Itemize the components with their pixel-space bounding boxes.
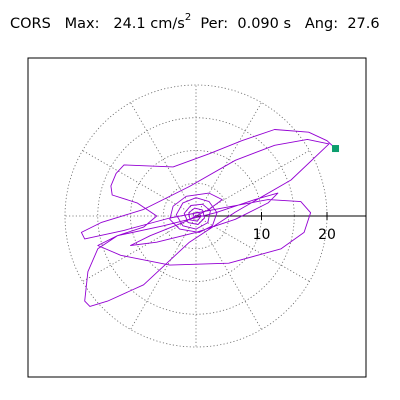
start-marker-square <box>332 145 340 153</box>
per-label: Per: <box>200 15 229 32</box>
max-unit: cm/s2 <box>150 12 191 32</box>
start-marker <box>332 145 340 153</box>
grid-spoke-330 <box>195 215 310 282</box>
ang-label: Ang: <box>304 15 339 32</box>
grid-spoke-210 <box>82 215 197 282</box>
plot-frame <box>27 57 367 378</box>
x-axis-ticks: 10 20 <box>253 212 336 243</box>
per-value: 0.090 s <box>237 15 292 32</box>
plot-header: CORS Max: 24.1 cm/s2 Per: 0.090 s Ang: 2… <box>10 12 380 32</box>
x-tick-label-20: 20 <box>318 227 336 243</box>
max-label: Max: <box>64 15 100 32</box>
motion-trace <box>80 129 336 307</box>
station-code: CORS <box>10 15 51 32</box>
grid-spoke-30 <box>195 150 310 217</box>
max-value: 24.1 <box>113 15 146 32</box>
grid-spoke-240 <box>130 215 197 330</box>
x-tick-label-10: 10 <box>253 227 271 243</box>
grid-spoke-150 <box>82 150 197 217</box>
ang-value: 27.6 <box>347 15 380 32</box>
polar-grid-spokes <box>65 85 327 347</box>
grid-spoke-300 <box>195 215 262 330</box>
grid-spoke-60 <box>195 102 262 217</box>
grid-spoke-120 <box>130 102 197 217</box>
motion-trace-series-1 <box>80 129 336 307</box>
max-unit-exponent: 2 <box>184 12 192 23</box>
max-unit-base: cm/s <box>150 15 185 32</box>
